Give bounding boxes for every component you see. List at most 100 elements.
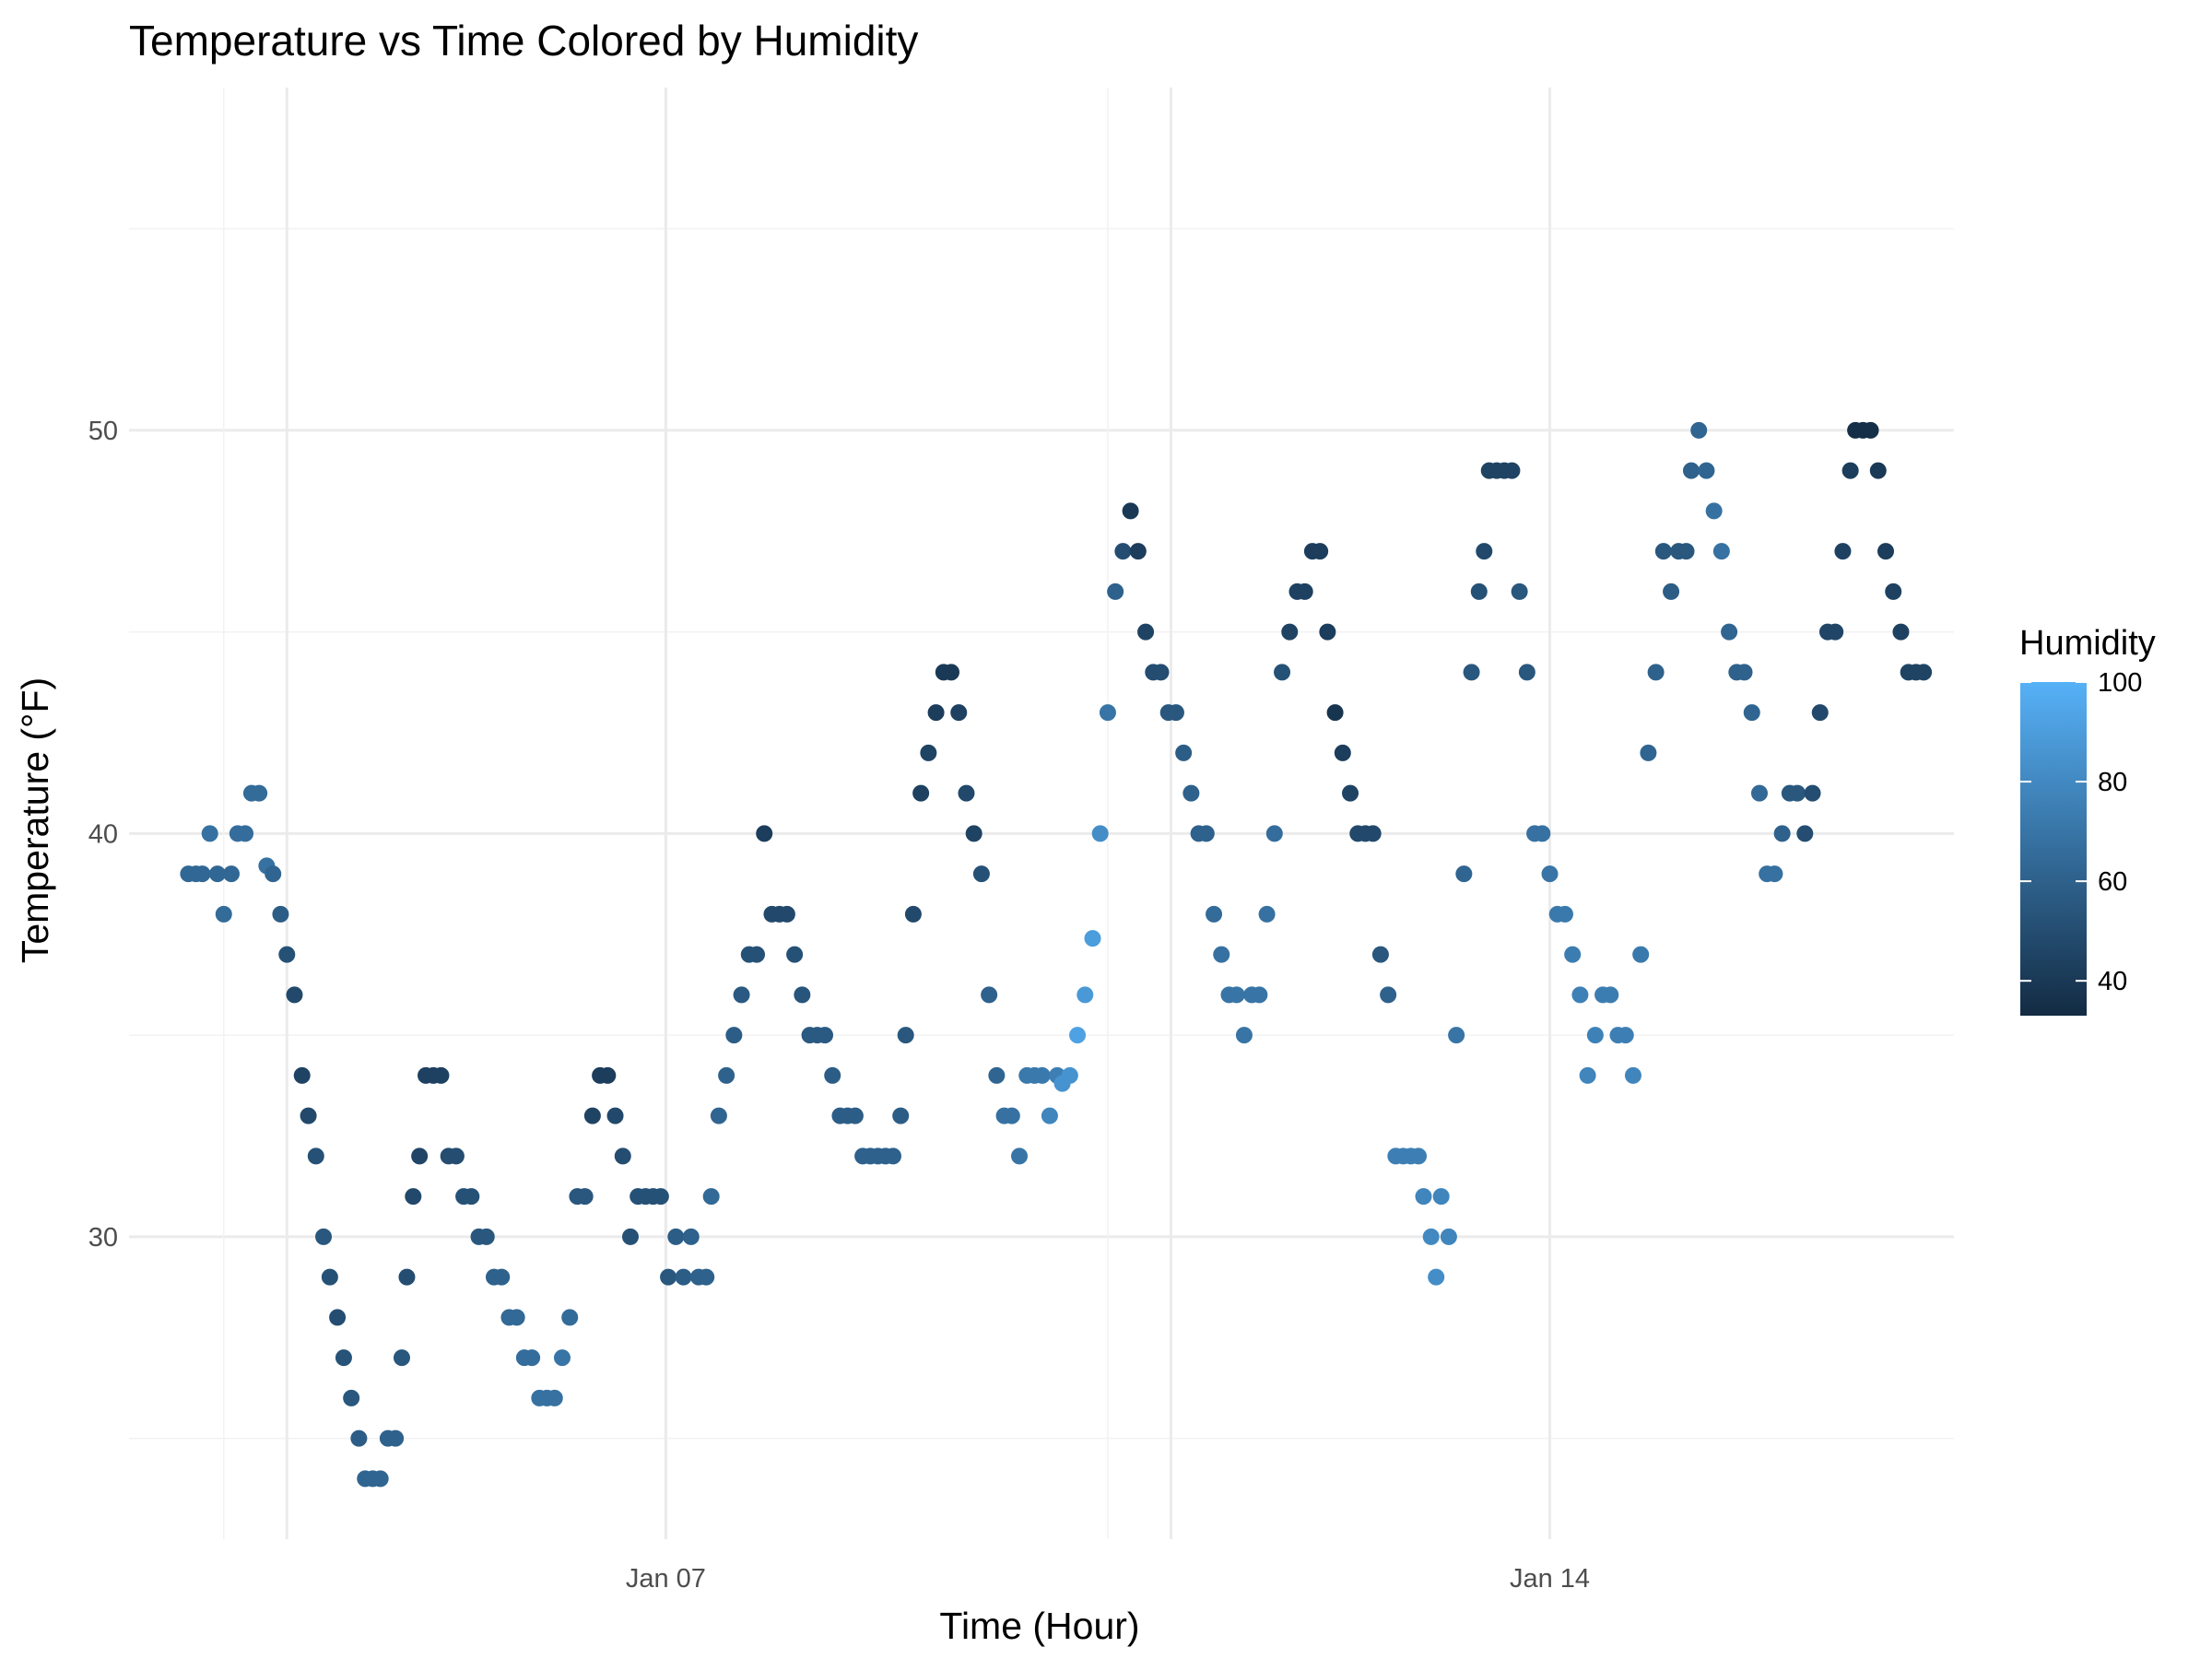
legend-tick-label: 100 [2098,668,2142,698]
data-point [920,744,937,761]
data-point [1448,1027,1465,1044]
data-point [972,865,990,883]
data-point [1296,582,1313,600]
y-tick-label: 40 [88,819,118,849]
data-point [1556,905,1573,923]
data-point [1571,986,1589,1004]
data-point [335,1349,352,1367]
data-point [463,1188,480,1206]
data-point [1602,986,1619,1004]
data-point [1877,543,1895,560]
legend-ticks: 40 60 80 100 [2020,668,2142,996]
data-point [778,905,795,923]
data-point [1773,825,1791,842]
data-point [1422,1228,1440,1245]
data-point [817,1027,834,1044]
data-point [508,1309,525,1326]
data-point [1251,986,1268,1004]
data-point [1750,784,1768,802]
data-point [1342,784,1359,802]
data-point [1175,744,1193,761]
data-point [884,1147,901,1165]
x-tick-label: Jan 07 [626,1564,706,1594]
data-point [1371,946,1389,963]
data-point [1682,462,1700,479]
data-point [315,1228,333,1245]
y-axis-label: Temperature (°F) [14,677,56,963]
data-point [1440,1228,1457,1245]
data-point [1033,1066,1051,1084]
data-point [1476,543,1493,560]
data-point [1841,462,1859,479]
data-point [546,1389,563,1406]
y-tick-label: 30 [88,1223,118,1253]
data-point [1677,543,1695,560]
chart-title: Temperature vs Time Colored by Humidity [129,17,918,65]
data-point [1735,664,1753,681]
data-point [599,1066,617,1084]
data-point [748,946,766,963]
data-point [1518,664,1535,681]
data-point [846,1107,864,1124]
data-point [927,704,945,722]
data-point [1862,421,1879,439]
data-point [1721,623,1738,641]
data-point [1091,825,1109,842]
data-point [614,1147,631,1165]
data-point [398,1268,416,1286]
data-point [1586,1027,1604,1044]
data-point [553,1349,571,1367]
data-point [1114,543,1132,560]
data-point [733,986,750,1004]
data-point [756,825,773,842]
data-point [1228,986,1245,1004]
data-point [1312,543,1329,560]
data-point [1654,543,1672,560]
data-point [1137,623,1155,641]
data-point [194,865,211,883]
data-point [1579,1066,1596,1084]
data-point [1182,784,1200,802]
data-point [675,1268,692,1286]
data-point [1129,543,1147,560]
legend-tick-label: 40 [2098,967,2127,996]
data-point [493,1268,511,1286]
data-point [1511,582,1528,600]
data-point [621,1228,639,1245]
data-point [321,1268,338,1286]
data-point [1380,986,1397,1004]
data-point [1213,946,1230,963]
data-point [682,1228,700,1245]
data-point [576,1188,594,1206]
data-point [387,1430,405,1447]
x-tick-label: Jan 14 [1510,1564,1590,1594]
data-point [1167,704,1184,722]
data-point [1705,502,1723,520]
data-point [1197,825,1215,842]
data-point [293,1066,311,1084]
data-point [786,946,804,963]
data-point [1690,421,1708,439]
data-point [988,1066,1006,1084]
data-points [180,421,1933,1488]
data-point [794,986,811,1004]
data-point [300,1107,317,1124]
data-point [432,1066,450,1084]
data-point [215,905,232,923]
data-point [981,986,998,1004]
data-point [1463,664,1480,681]
data-point [892,1107,910,1124]
data-point [1041,1107,1058,1124]
data-point [411,1147,429,1165]
data-point [1326,704,1344,722]
legend-title: Humidity [2019,624,2156,663]
data-point [1084,930,1101,947]
data-point [251,784,268,802]
data-point [201,825,218,842]
data-point [524,1349,541,1367]
legend-tick-label: 60 [2098,867,2127,897]
data-point [958,784,975,802]
data-point [1503,462,1521,479]
data-point [1061,1066,1078,1084]
